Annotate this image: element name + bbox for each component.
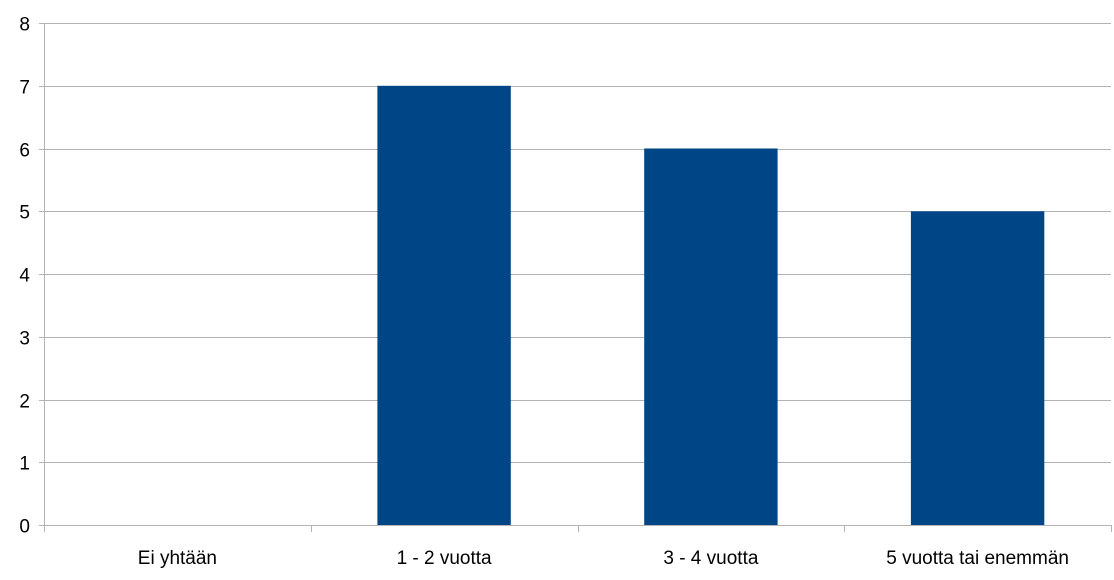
y-tick-label: 4: [19, 266, 30, 287]
bar-2: [644, 148, 778, 525]
x-tick-label: 3 - 4 vuotta: [663, 548, 758, 569]
gridlines: [44, 23, 1111, 463]
y-tick-labels: 0 1 2 3 4 5 6 7 8: [19, 15, 30, 538]
y-tick-label: 3: [19, 329, 30, 350]
x-tick-label: Ei yhtään: [138, 548, 217, 569]
y-tick-label: 8: [19, 15, 30, 36]
y-tick-label: 0: [19, 517, 30, 538]
axes: [39, 23, 1112, 532]
x-tick-label: 1 - 2 vuotta: [397, 548, 492, 569]
y-tick-label: 1: [19, 454, 30, 475]
bar-3: [910, 211, 1045, 526]
y-tick-label: 2: [19, 392, 30, 413]
bar-1: [377, 85, 511, 526]
x-tick-labels: Ei yhtään 1 - 2 vuotta 3 - 4 vuotta 5 vuott…: [138, 548, 1069, 569]
bars: [377, 85, 1045, 526]
y-tick-label: 6: [19, 141, 30, 162]
y-tick-label: 7: [19, 78, 30, 99]
x-tick-label: 5 vuotta tai enemmän: [886, 548, 1069, 569]
y-tick-label: 5: [19, 203, 30, 224]
